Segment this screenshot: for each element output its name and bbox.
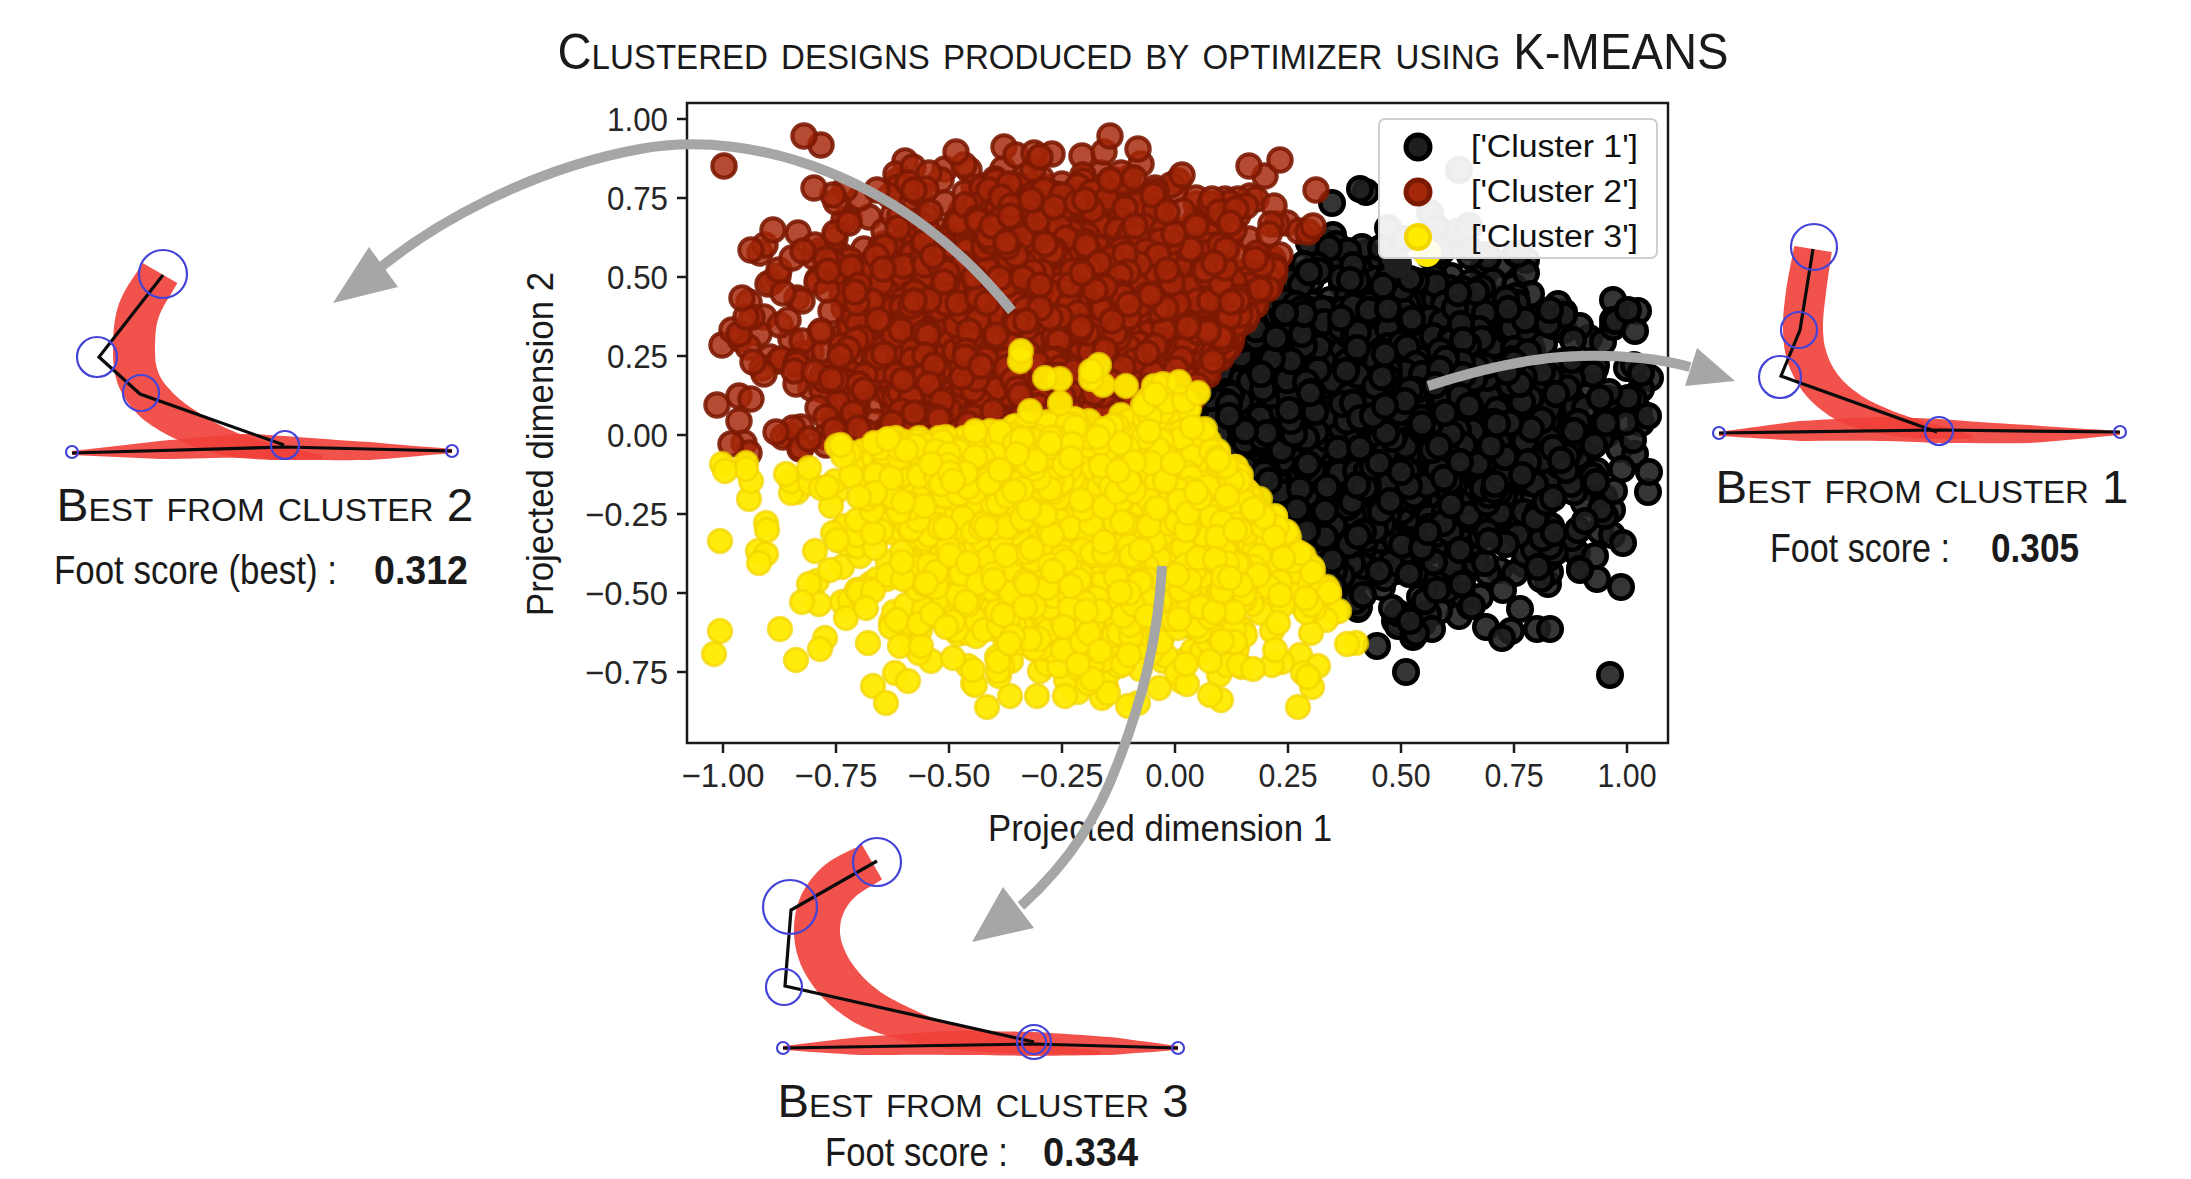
svg-text:['Cluster 3']: ['Cluster 3'] [1471, 219, 1638, 254]
svg-text:0.00: 0.00 [1146, 757, 1205, 794]
svg-text:−0.75: −0.75 [585, 654, 668, 691]
svg-text:0.25: 0.25 [1259, 757, 1318, 794]
svg-text:1.00: 1.00 [1598, 757, 1657, 794]
svg-text:−0.25: −0.25 [1021, 757, 1104, 794]
svg-text:0.50: 0.50 [607, 259, 668, 296]
svg-text:0.25: 0.25 [607, 338, 668, 375]
svg-text:Foot score :: Foot score : [825, 1130, 1008, 1174]
svg-text:Best from cluster 1: Best from cluster 1 [1716, 461, 2129, 513]
svg-text:−0.50: −0.50 [908, 757, 991, 794]
svg-text:−0.50: −0.50 [585, 575, 668, 612]
svg-text:1.00: 1.00 [607, 101, 668, 138]
svg-text:Clustered designs produced by: Clustered designs produced by optimizer … [558, 24, 1729, 80]
svg-text:0.75: 0.75 [1485, 757, 1544, 794]
svg-text:Projected dimension 1: Projected dimension 1 [988, 808, 1332, 849]
svg-text:0.334: 0.334 [1043, 1130, 1139, 1174]
svg-text:−0.25: −0.25 [585, 496, 668, 533]
svg-text:['Cluster 1']: ['Cluster 1'] [1471, 129, 1638, 164]
svg-text:0.312: 0.312 [374, 548, 468, 592]
svg-text:0.75: 0.75 [607, 180, 668, 217]
svg-text:0.305: 0.305 [1991, 526, 2079, 570]
svg-text:Best from cluster 3: Best from cluster 3 [778, 1075, 1189, 1127]
svg-text:Best from cluster 2: Best from cluster 2 [57, 479, 474, 531]
svg-text:−0.75: −0.75 [795, 757, 878, 794]
svg-text:0.00: 0.00 [607, 417, 668, 454]
svg-text:Foot score (best) :: Foot score (best) : [54, 548, 337, 592]
svg-text:0.50: 0.50 [1372, 757, 1431, 794]
svg-text:['Cluster 2']: ['Cluster 2'] [1471, 174, 1638, 209]
svg-text:Foot score :: Foot score : [1770, 526, 1950, 570]
svg-text:−1.00: −1.00 [682, 757, 765, 794]
svg-text:Projected dimension 2: Projected dimension 2 [520, 272, 561, 616]
